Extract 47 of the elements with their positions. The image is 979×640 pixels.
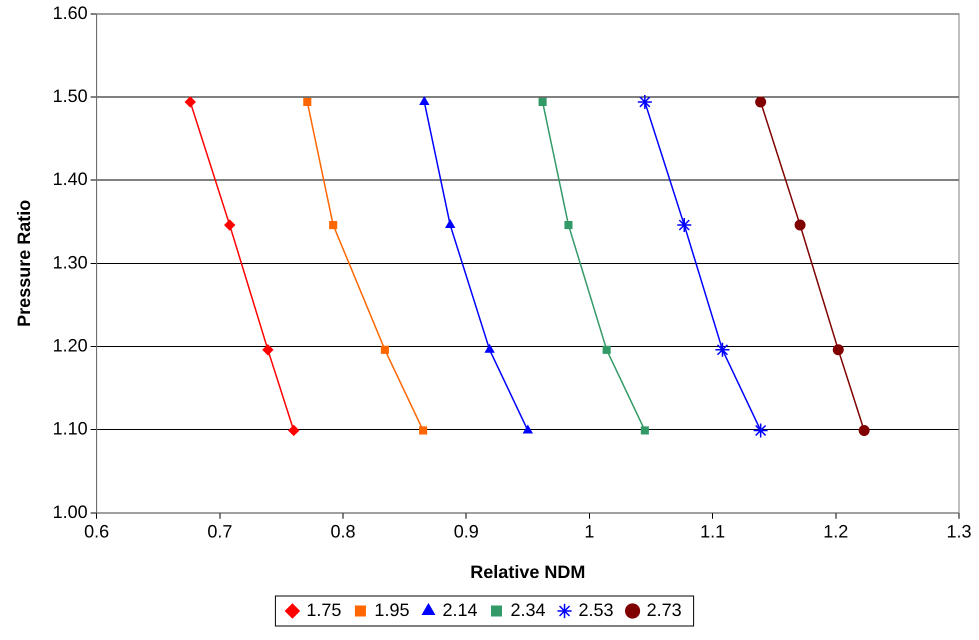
x-tick-label: 1.1: [700, 522, 726, 542]
y-tick-label: 1.00: [52, 502, 88, 522]
legend-label: 1.95: [374, 600, 410, 620]
x-tick-label: 0.8: [330, 522, 356, 542]
point: [832, 344, 844, 356]
x-tick-label: 0.9: [454, 522, 479, 542]
point: [420, 96, 430, 105]
point: [640, 426, 649, 434]
point: [303, 98, 312, 106]
x-tick-label: 1.2: [823, 522, 848, 542]
point: [755, 96, 766, 108]
legend-label: 2.73: [646, 600, 682, 620]
y-tick-label: 1.40: [52, 169, 88, 190]
y-tick-label: 1.10: [52, 418, 88, 439]
point: [522, 424, 533, 434]
point: [419, 426, 428, 434]
point: [484, 344, 494, 353]
point: [538, 98, 547, 106]
point: [858, 424, 870, 436]
point: [676, 217, 692, 233]
legend-label: 1.75: [306, 600, 342, 620]
point: [329, 221, 338, 230]
y-tick-label: 1.30: [52, 252, 88, 272]
x-tick-label: 1: [584, 522, 594, 542]
point: [262, 344, 274, 356]
legend-label: 2.14: [442, 600, 478, 620]
point: [564, 221, 573, 230]
x-tick-label: 0.6: [84, 522, 110, 542]
point: [380, 346, 389, 354]
point: [445, 220, 456, 228]
y-tick-label: 1.60: [52, 2, 88, 23]
y-tick-label: 1.50: [52, 86, 88, 106]
point: [752, 422, 768, 438]
legend-label: 2.53: [578, 600, 614, 620]
point: [794, 220, 806, 231]
y-axis-title: Pressure Ratio: [14, 200, 34, 327]
x-axis-title: Relative NDM: [470, 562, 586, 582]
x-tick-label: 1.3: [946, 522, 972, 542]
point: [637, 94, 653, 110]
y-tick-label: 1.20: [52, 335, 88, 356]
x-tick-label: 0.7: [207, 522, 232, 542]
legend-label: 2.34: [510, 600, 546, 620]
point: [288, 424, 300, 436]
point: [224, 220, 236, 231]
point: [602, 346, 611, 354]
point: [714, 342, 730, 358]
point: [184, 96, 196, 108]
